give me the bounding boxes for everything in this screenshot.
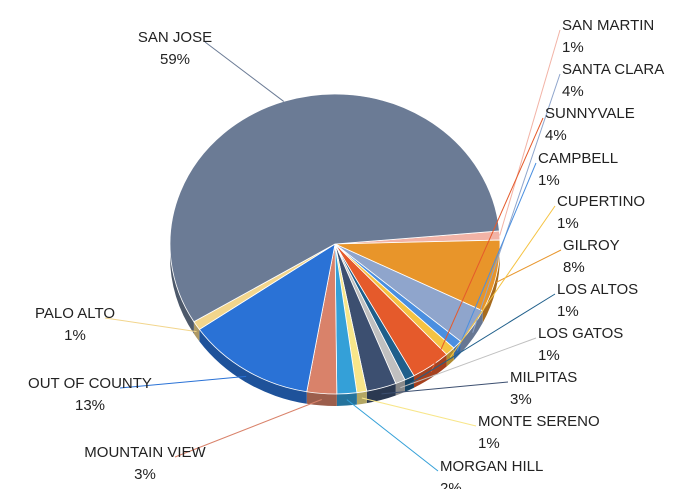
slice-label: MILPITAS: [510, 369, 577, 386]
leader-line: [204, 41, 285, 102]
slice: [198, 243, 336, 393]
leader-line: [456, 162, 537, 351]
slice-label: LOS GATOS: [538, 325, 623, 342]
slice-side: [460, 310, 483, 354]
slice-label: CAMPBELL: [538, 150, 618, 167]
slice-label: SANTA CLARA: [562, 61, 664, 78]
slice-label: PALO ALTO: [35, 305, 115, 322]
slice-value-label: 1%: [64, 327, 86, 344]
slice-side: [170, 244, 194, 334]
slice-label: SUNNYVALE: [545, 105, 635, 122]
slice-label: MONTE SERENO: [478, 413, 600, 430]
slice-label: MORGAN HILL: [440, 458, 543, 475]
slice-value-label: 3%: [510, 391, 532, 408]
slice-value-label: 8%: [563, 259, 585, 276]
leader-line: [409, 293, 556, 385]
slice-value-label: 1%: [557, 215, 579, 232]
leader-line: [381, 381, 509, 395]
leader-line: [174, 399, 322, 458]
slice-side: [193, 321, 200, 342]
slice-value-label: 3%: [134, 466, 156, 483]
slice-value-label: 1%: [478, 435, 500, 452]
slice-value-label: 2%: [440, 480, 462, 489]
leader-line: [499, 29, 561, 236]
slice-label: SAN JOSE: [138, 29, 212, 46]
leader-line: [472, 73, 561, 333]
leader-line: [119, 375, 247, 389]
slice-label: OUT OF COUNTY: [28, 375, 152, 392]
slice-value-label: 59%: [160, 51, 190, 68]
slice-side: [356, 391, 367, 405]
slice-label: CUPERTINO: [557, 193, 645, 210]
leader-line: [104, 317, 197, 333]
leader-line: [400, 337, 537, 389]
slice-value-label: 1%: [562, 39, 584, 56]
slice-value-label: 1%: [538, 347, 560, 364]
leader-line: [346, 399, 439, 472]
leader-line: [449, 205, 556, 358]
slice-value-label: 1%: [557, 303, 579, 320]
slice-side: [366, 383, 396, 404]
slice-label: LOS ALTOS: [557, 281, 638, 298]
slice-value-label: 4%: [545, 127, 567, 144]
slice-label: MOUNTAIN VIEW: [84, 444, 206, 461]
slice-side: [199, 329, 307, 404]
slice-side: [336, 392, 357, 406]
slice-label: GILROY: [563, 237, 620, 254]
leader-line: [361, 397, 477, 427]
slice-label: SAN MARTIN: [562, 17, 654, 34]
leader-line: [430, 117, 544, 373]
leader-line: [495, 249, 562, 283]
slice-value-label: 13%: [75, 397, 105, 414]
slice-value-label: 1%: [538, 172, 560, 189]
slice-value-label: 4%: [562, 83, 584, 100]
